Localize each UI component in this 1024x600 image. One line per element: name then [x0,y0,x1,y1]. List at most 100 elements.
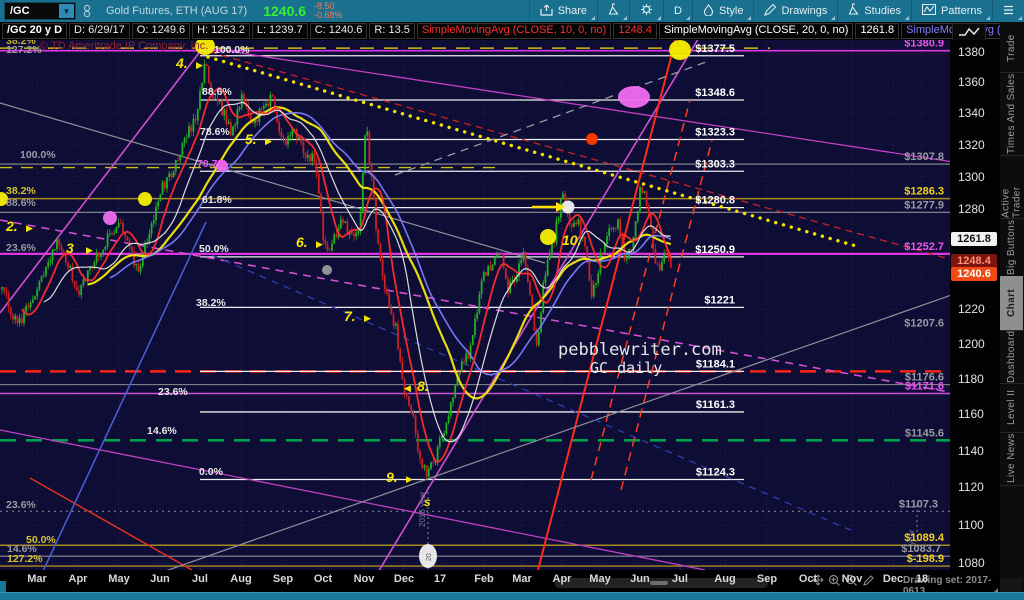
window-bottom-edge [0,592,1024,600]
share-icon [540,4,553,19]
menu-button[interactable] [992,0,1024,22]
chart-line-icon[interactable] [952,23,986,41]
dropdown-fold-icon [657,16,662,20]
chevron-down-icon[interactable]: ▼ [59,4,74,18]
zoom-out-icon[interactable] [845,574,858,587]
time-scrollbar[interactable] [555,578,768,588]
flask-button[interactable] [597,0,629,22]
gear-button[interactable] [629,0,663,22]
tab-dashboard[interactable]: Dashboard [1000,330,1023,384]
study-label[interactable]: SimpleMovingAvg (CLOSE, 10, 0, no) [416,23,612,39]
svg-text:$1107.3: $1107.3 [899,498,938,510]
svg-text:$1348.6: $1348.6 [695,87,735,99]
corner-box [1000,578,1022,596]
tab-trade[interactable]: Trade [1000,24,1023,73]
svg-text:14.6%: 14.6% [7,543,37,555]
price-badge: 1261.8 [951,231,997,246]
price-tick: 1140 [958,443,984,458]
svg-text:$-198.9: $-198.9 [907,553,944,565]
month-label: Oct [798,573,818,585]
study-label[interactable]: SimpleMovingAvg (CLOSE, 20, 0, no) [658,23,854,39]
svg-text:78.6%: 78.6% [200,126,230,138]
Style-button[interactable]: Style [692,0,753,22]
svg-text:$1207.6: $1207.6 [904,317,944,329]
month-label: Aug [714,573,736,585]
resize-fold-icon[interactable] [993,588,998,593]
month-label: Apr [68,573,88,585]
toolbar-button-label: Share [557,5,588,17]
svg-text:▶: ▶ [26,223,33,233]
chart-nav-icons [812,572,875,588]
tab-active-trader[interactable]: Active Trader [1000,155,1023,219]
svg-text:▶: ▶ [364,313,371,323]
gear-icon [640,3,653,19]
svg-text:$1250.9: $1250.9 [695,244,735,256]
price-tick: 1200 [958,336,985,351]
tab-level-ii[interactable]: Level II [1000,383,1023,433]
svg-text:$1089.4: $1089.4 [904,532,945,544]
toolbar-button-label: Drawings [781,5,828,17]
month-label: Dec [882,573,904,585]
month-label: Oct [313,573,333,585]
month-label: Jun [150,573,170,585]
ohlc-field: L: 1239.7 [251,23,308,39]
svg-text:s: s [424,495,431,509]
tab-live-news[interactable]: Live News [1000,432,1023,486]
svg-text:▶: ▶ [86,245,93,255]
svg-text:2.: 2. [5,218,18,234]
svg-text:61.8%: 61.8% [202,194,232,206]
tab-times-and-sales[interactable]: Times And Sales [1000,72,1023,156]
pencil-icon[interactable] [862,574,875,587]
tab-big-buttons[interactable]: Big Buttons [1000,218,1023,277]
toolbar-button-label: D [674,5,682,17]
tab-chart[interactable]: Chart [1000,276,1023,331]
scrollbar-handle[interactable] [650,581,668,585]
chart-symbol-period[interactable]: /GC 20 y D [2,23,68,39]
svg-text:pebblewriter.com: pebblewriter.com [558,340,722,360]
Patterns-button[interactable]: Patterns [911,0,992,22]
pan-icon[interactable] [812,574,824,586]
price-tick: 1380 [958,45,985,59]
month-label: Sep [272,573,294,585]
svg-text:38.2%: 38.2% [6,40,36,47]
svg-text:$1145.6: $1145.6 [905,427,944,439]
svg-text:$1277.9: $1277.9 [904,199,944,211]
chart-legend-bar: /GC 20 y D D: 6/29/17 O: 1249.6 H: 1253.2 L:… [0,22,1000,40]
svg-text:127.2%: 127.2% [7,553,43,565]
month-label: Dec [393,573,415,585]
svg-text:88.6%: 88.6% [6,197,36,209]
ohlc-field: R: 13.5 [369,23,415,39]
svg-text:9.: 9. [386,469,398,485]
price-axis[interactable]: 1380136013401320130012801260124012201200… [950,40,1000,570]
svg-text:$1221: $1221 [704,294,735,306]
month-label: Nov [353,573,375,585]
svg-text:▶: ▶ [316,239,323,249]
svg-text:100.0%: 100.0% [20,149,56,161]
price-tick: 1180 [958,371,984,386]
svg-text:$1307.8: $1307.8 [904,151,944,163]
link-chain-icon[interactable] [82,4,92,18]
D-button[interactable]: D [663,0,692,22]
svg-text:© TD Ameritrade IP Company, In: © TD Ameritrade IP Company, Inc. [40,40,208,52]
price-tick: 1320 [958,137,985,152]
svg-text:14.6%: 14.6% [147,425,177,437]
price-tick: 1360 [958,75,985,90]
price-tick: 1080 [958,556,985,571]
symbol-dropdown[interactable]: /GC ▼ [4,2,76,20]
svg-text:$1377.5: $1377.5 [695,43,735,55]
zoom-in-icon[interactable] [828,574,841,587]
svg-text:$1184.1: $1184.1 [696,358,735,370]
change-percent: -0.68% [314,10,343,20]
Share-button[interactable]: Share [528,0,597,22]
svg-text:70.7%: 70.7% [197,158,227,170]
time-axis[interactable]: Drawing set: 2017-0613 Mar Apr May Jun Jul Au… [0,570,1000,597]
candles [1,59,672,479]
month-label: Nov [841,573,863,585]
month-label: 17 [433,573,447,585]
chart-canvas[interactable]: 2016 year year 20 $1380.9 $1377.5 $1348.6 $132… [0,40,950,570]
Drawings-button[interactable]: Drawings [753,0,837,22]
price-tick: 1280 [958,201,985,216]
svg-text:100.0%: 100.0% [214,44,250,56]
Studies-button[interactable]: Studies [837,0,911,22]
toolbar-button-label: Studies [864,5,902,17]
